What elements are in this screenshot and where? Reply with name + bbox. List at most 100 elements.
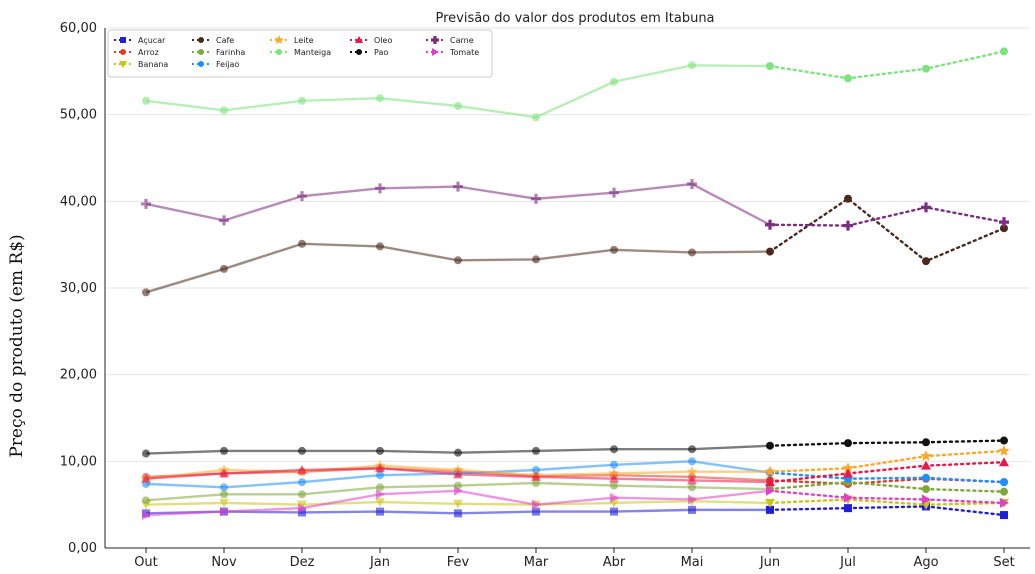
data-point (687, 475, 697, 485)
legend-marker (119, 61, 127, 68)
legend-item: Oleo (350, 36, 392, 45)
y-tick-label: 50,00 (60, 108, 97, 123)
data-point (298, 239, 306, 248)
data-point (376, 489, 385, 500)
data-point (219, 215, 229, 226)
data-point (454, 102, 462, 110)
data-point (376, 471, 384, 480)
data-point (142, 449, 150, 458)
data-point (610, 460, 618, 469)
data-point (1000, 478, 1008, 487)
data-point (142, 288, 150, 297)
x-tick-label: Ago (913, 555, 938, 570)
series-carne (141, 179, 1010, 231)
data-point (298, 96, 306, 105)
data-point (220, 264, 228, 273)
data-point (1000, 47, 1008, 56)
series-line-forecast (768, 489, 1006, 505)
x-tick-label: Jan (369, 555, 390, 570)
legend-marker (355, 36, 363, 43)
data-point (531, 193, 542, 204)
data-point (765, 498, 775, 508)
data-point (844, 492, 853, 503)
data-point (453, 499, 463, 509)
x-tick-label: Out (134, 555, 158, 570)
data-point (922, 257, 930, 266)
data-point (998, 444, 1010, 456)
data-point (688, 61, 696, 70)
data-point (532, 255, 540, 264)
x-tick-label: Jun (759, 555, 780, 570)
data-point (766, 441, 774, 450)
data-point (375, 463, 385, 473)
chart-title: Previsão do valor dos produtos em Itabun… (435, 11, 714, 26)
data-point (532, 479, 540, 487)
data-point (454, 485, 463, 496)
data-point (454, 448, 462, 457)
data-point (999, 457, 1009, 467)
data-point (922, 64, 930, 73)
legend-label: Tomate (449, 48, 479, 57)
data-point (688, 457, 696, 466)
x-tick-label: Jul (839, 555, 856, 570)
series-cafe (142, 194, 1008, 297)
series-line-forecast (768, 439, 1006, 447)
series-tomate (142, 485, 1009, 521)
series-line-forecast (768, 498, 1006, 506)
data-point (610, 507, 618, 516)
legend-item: Arroz (114, 48, 159, 57)
data-point (376, 242, 384, 251)
legend-marker (120, 49, 126, 55)
series-line-forecast (768, 449, 1006, 473)
y-axis-label: Preço do produto (em R$) (7, 234, 27, 457)
data-point (298, 508, 306, 517)
data-point (297, 465, 307, 474)
data-point (142, 496, 150, 505)
data-point (219, 498, 229, 508)
data-point (142, 510, 151, 521)
data-point (531, 471, 541, 481)
x-tick-label: Abr (603, 555, 626, 570)
legend-label: Pao (374, 48, 388, 57)
legend-item: Banana (114, 60, 168, 69)
data-point (843, 220, 854, 231)
legend-item: Manteiga (270, 48, 331, 57)
legend-item: Carne (426, 36, 474, 45)
y-tick-label: 30,00 (60, 281, 97, 296)
data-point (220, 483, 228, 492)
data-point (610, 445, 618, 454)
data-point (843, 468, 853, 478)
data-point (297, 191, 307, 202)
legend-item: Leite (270, 35, 314, 45)
legend-marker (198, 61, 204, 67)
data-point (454, 509, 462, 518)
legend-label: Açucar (138, 36, 166, 45)
series-line-forecast (768, 505, 1006, 517)
legend-label: Banana (138, 60, 168, 69)
data-point (298, 490, 306, 499)
series-line-forecast (768, 50, 1006, 80)
data-point (1000, 224, 1008, 233)
data-point (610, 245, 618, 254)
data-point (298, 446, 306, 455)
y-tick-label: 40,00 (60, 194, 97, 209)
data-point (376, 94, 384, 103)
data-point (376, 483, 384, 492)
data-point (532, 507, 540, 516)
legend-label: Manteiga (294, 48, 331, 57)
data-point (453, 181, 463, 192)
legend-label: Carne (450, 36, 474, 45)
legend-marker (198, 37, 204, 43)
legend-item: Açucar (114, 36, 166, 45)
data-point (376, 507, 384, 516)
data-point (298, 503, 307, 514)
x-tick-label: Mar (524, 555, 549, 570)
data-point (766, 62, 774, 71)
x-tick-label: Set (993, 555, 1014, 570)
series-farinha (142, 478, 1008, 505)
data-point (532, 446, 540, 455)
data-point (688, 248, 696, 257)
data-point (609, 187, 620, 198)
data-point (922, 485, 930, 494)
y-tick-label: 20,00 (60, 368, 97, 383)
